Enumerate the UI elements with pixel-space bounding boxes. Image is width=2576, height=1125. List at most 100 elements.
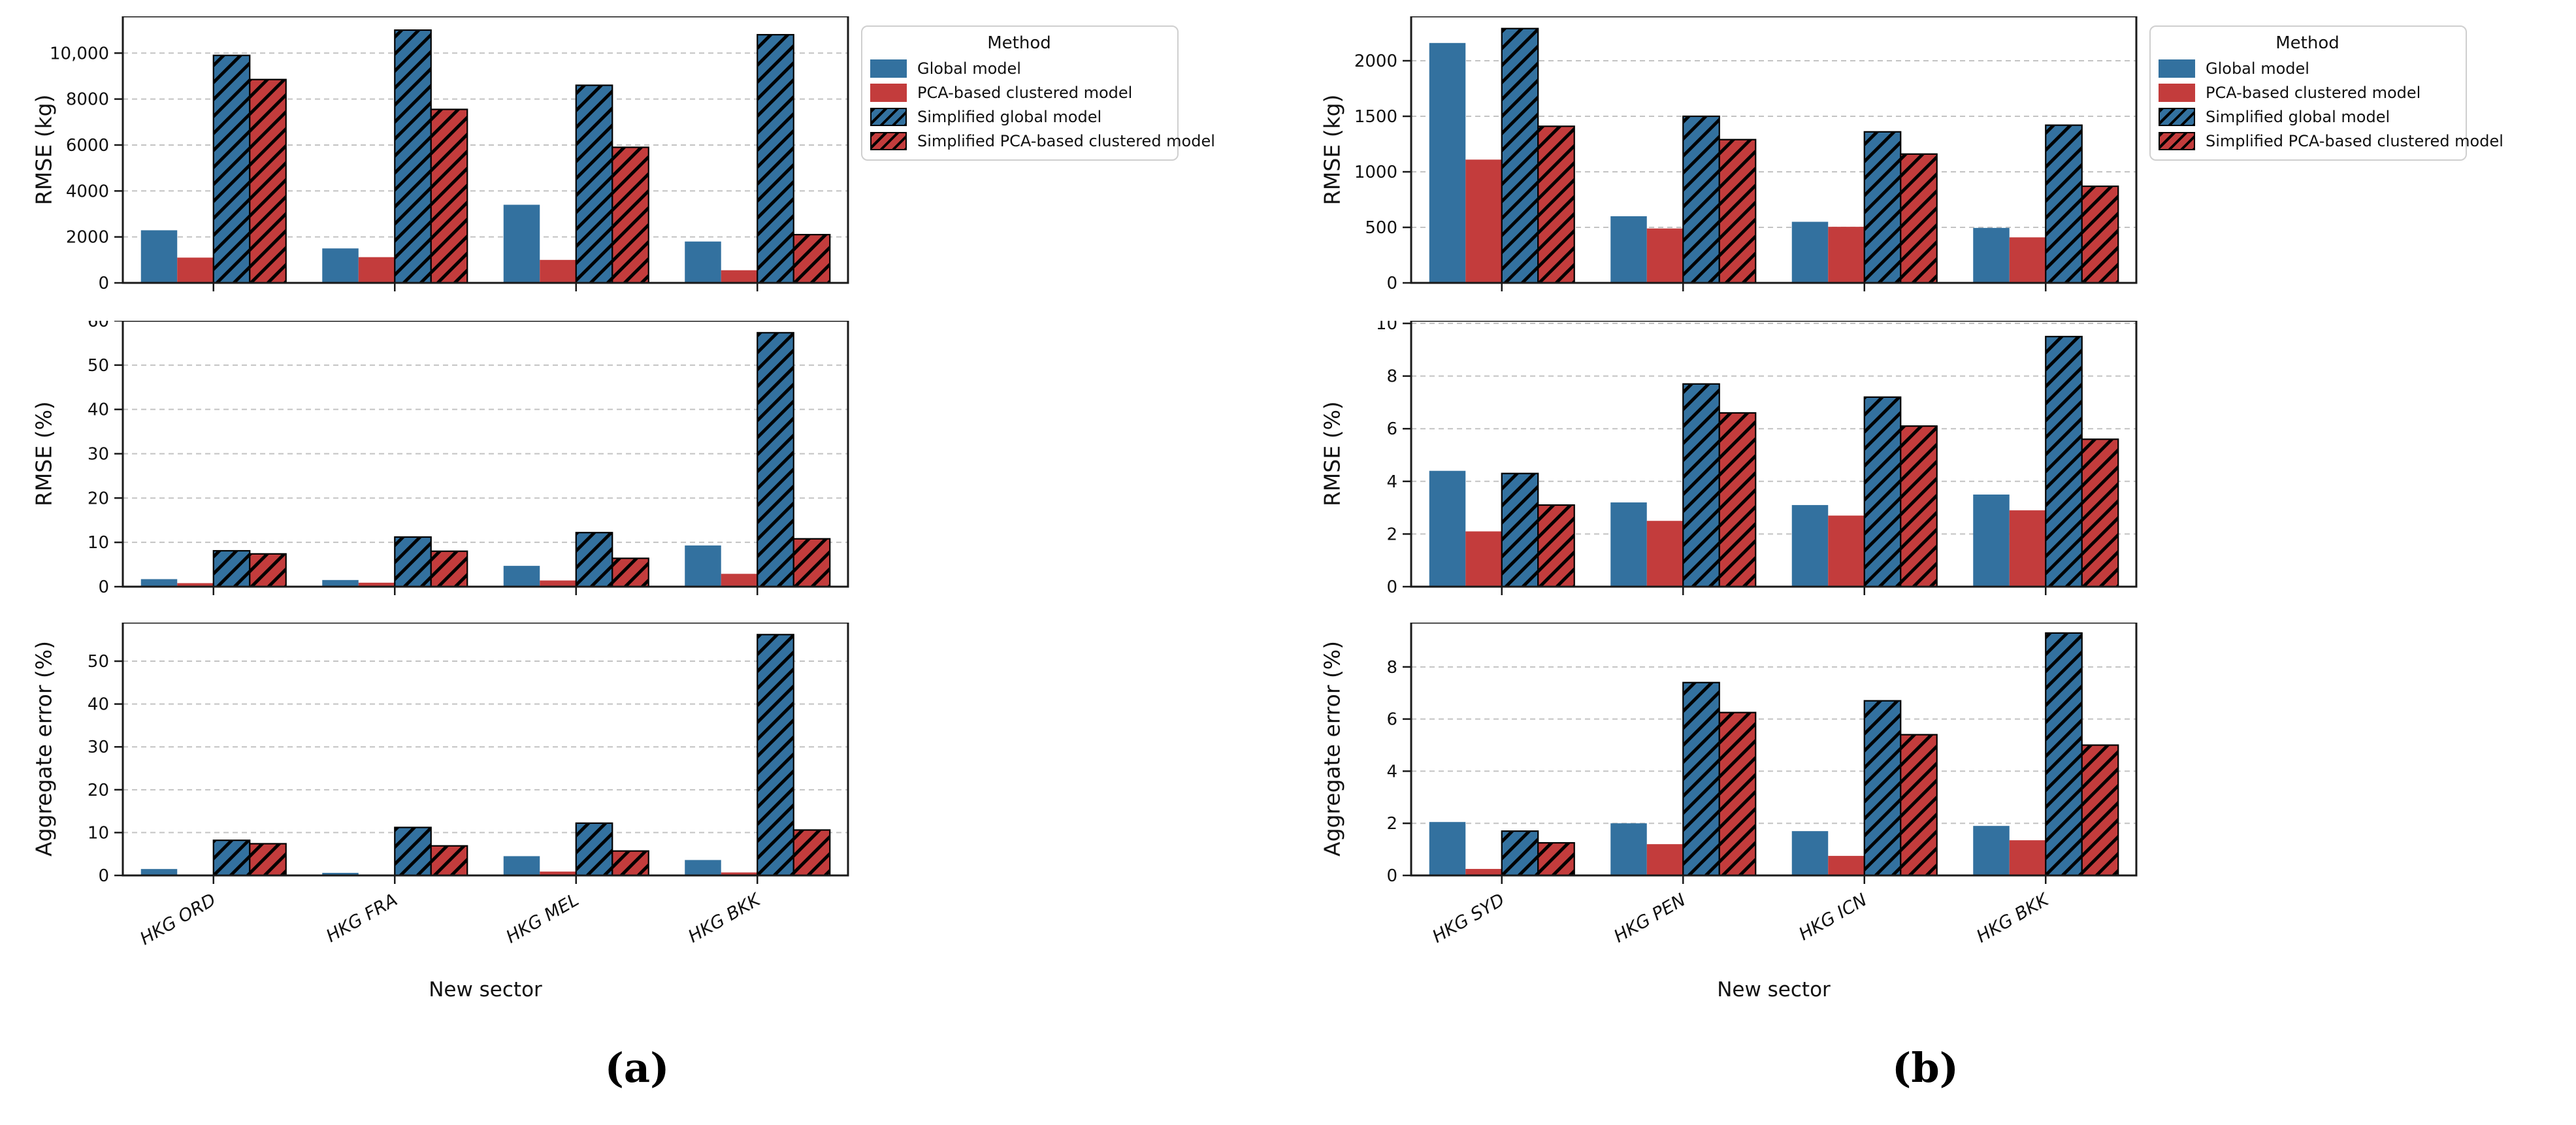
y-tick-label: 60 — [88, 321, 109, 331]
chart-rmse-kg-a: 0 2000 4000 6000 8000 10,000 — [25, 15, 861, 297]
bar — [212, 54, 251, 284]
bar — [1610, 216, 1647, 283]
bar — [1537, 125, 1575, 284]
bars-global — [1429, 822, 2010, 875]
gridlines — [123, 364, 848, 544]
y-tick-label: 8 — [1386, 367, 1397, 387]
bars-simplified-pca — [249, 538, 831, 588]
chart-svg: 0 500 1000 1500 2000 — [1354, 15, 2138, 293]
bar — [2081, 186, 2119, 284]
bars-simplified-global — [1501, 632, 2083, 877]
bar — [757, 34, 794, 284]
bars-simplified-pca — [1537, 711, 2119, 877]
bar — [1429, 822, 1466, 875]
y-axis-title: RMSE (%) — [1319, 401, 1345, 506]
y-axis-title: Aggregate error (%) — [1319, 641, 1345, 857]
bars-pca — [1465, 840, 2046, 875]
y-tick-label: 8000 — [66, 90, 109, 110]
bar — [575, 532, 613, 588]
x-axis-ticks — [1501, 587, 2047, 595]
bar — [212, 840, 251, 877]
bar — [1610, 823, 1647, 875]
y-tick-label: 50 — [88, 652, 109, 672]
bar — [2009, 510, 2046, 587]
bar — [2045, 124, 2083, 284]
bar — [503, 856, 540, 875]
bar — [430, 108, 468, 284]
subfigure-b: 0 500 1000 1500 2000 0 2 4 6 8 10 0 2 4 6 8 Method Glo… — [1288, 0, 2576, 1125]
y-tick-label: 0 — [1386, 866, 1397, 886]
bar — [1863, 396, 1902, 588]
bar — [322, 579, 359, 587]
bar — [1718, 139, 1757, 284]
gridlines — [1411, 666, 2136, 824]
subfigure-caption-b: (b) — [1891, 1044, 1959, 1092]
bar — [721, 270, 758, 283]
bar — [575, 822, 613, 877]
bar — [540, 872, 576, 875]
bar — [1501, 27, 1539, 284]
bar — [611, 557, 649, 588]
bar — [212, 549, 251, 588]
y-tick-label: 0 — [1386, 274, 1397, 293]
y-tick-label: 8 — [1386, 658, 1397, 677]
bar — [249, 843, 287, 877]
bar — [1718, 412, 1757, 588]
bar — [2081, 438, 2119, 588]
bar — [2081, 744, 2119, 877]
bar — [1501, 830, 1539, 877]
legend-a: Method Global model PCA-based clustered mo… — [861, 25, 1215, 161]
bar — [1682, 681, 1720, 877]
bars-global — [1429, 42, 2010, 284]
bar — [792, 538, 831, 588]
x-axis-title: New sector — [429, 978, 542, 1002]
bar — [1682, 115, 1720, 284]
y-tick-label: 2 — [1386, 814, 1397, 834]
y-tick-label: 50 — [88, 356, 109, 376]
bar — [685, 860, 721, 875]
bar — [2009, 840, 2046, 875]
bar — [1900, 153, 1938, 284]
chart-svg: 0 2 4 6 8 10 — [1376, 314, 2138, 597]
x-category-label: HKG PEN — [1610, 890, 1689, 947]
y-tick-label: 0 — [98, 866, 109, 886]
y-axis-ticks: 0 10 20 30 40 50 — [88, 652, 123, 886]
bar — [1682, 383, 1720, 588]
bar — [249, 553, 287, 588]
bars-simplified-pca — [249, 78, 831, 284]
legend-entry-label: PCA-based clustered model — [917, 84, 1133, 102]
legend-entry-label: Simplified global model — [917, 108, 1102, 126]
bar — [1429, 42, 1466, 284]
hatched-swatch-icon — [870, 108, 907, 126]
bar — [1900, 734, 1938, 877]
legend-b: Method Global model PCA-based clustered mo… — [2149, 25, 2503, 161]
y-tick-label: 0 — [1386, 578, 1397, 597]
plot-frame — [122, 621, 849, 877]
bar — [2045, 632, 2083, 877]
plot-frame — [1410, 319, 2138, 588]
bar — [140, 579, 178, 587]
x-axis-ticks — [212, 283, 758, 291]
y-tick-label: 20 — [88, 489, 109, 508]
bars-global — [140, 204, 721, 283]
chart-svg: 0 2 4 6 8 — [1386, 621, 2138, 886]
bar — [1646, 228, 1684, 283]
bar — [358, 257, 395, 283]
x-category-label: HKG ORD — [137, 890, 220, 950]
y-axis-ticks: 0 2000 4000 6000 8000 10,000 — [50, 44, 123, 293]
bars-simplified-global — [212, 634, 794, 877]
legend-entry-label: Simplified PCA-based clustered model — [917, 132, 1215, 150]
bar — [575, 84, 613, 284]
chart-aggregate-error-a: 0 10 20 30 40 50 — [25, 621, 861, 890]
bar — [1429, 470, 1466, 587]
bar — [1791, 505, 1829, 587]
y-tick-label: 2000 — [1354, 52, 1397, 71]
legend-entry: PCA-based clustered model — [870, 84, 1168, 102]
bar — [757, 332, 794, 588]
bar — [1973, 227, 2010, 283]
bar — [611, 850, 649, 877]
bars-simplified-global — [1501, 27, 2083, 284]
chart-rmse-pct-b: 0 2 4 6 8 10 — [1313, 314, 2149, 601]
chart-svg: 0 10 20 30 40 50 — [88, 621, 849, 886]
